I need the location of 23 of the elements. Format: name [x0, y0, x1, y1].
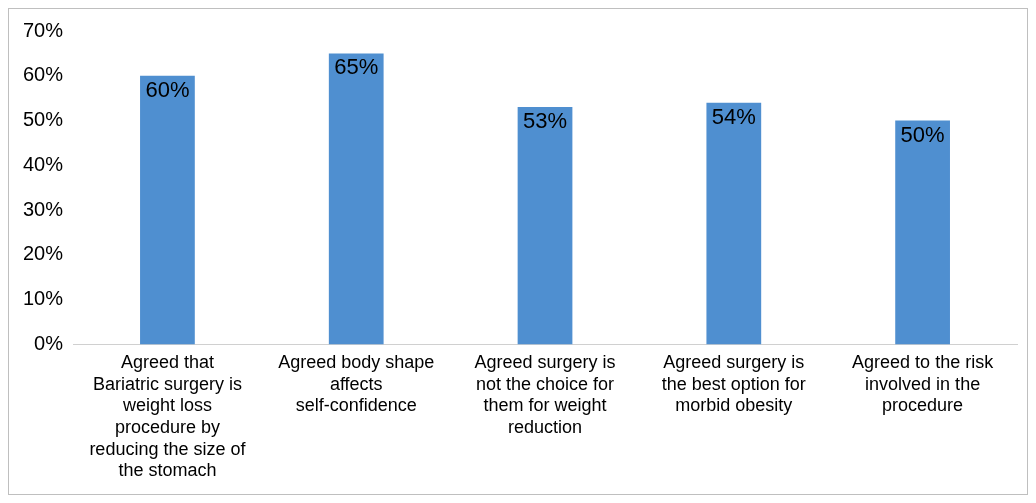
data-label: 60%	[145, 76, 190, 102]
y-tick-label: 60%	[23, 63, 64, 86]
x-tick-label: Agreed to the risk involved in the procedure	[852, 352, 995, 416]
x-tick-label: Agreed body shape affects self-confidence	[278, 352, 435, 416]
bar	[328, 53, 384, 345]
y-tick-label: 30%	[23, 197, 64, 220]
data-label: 65%	[334, 54, 379, 80]
x-tick-label: Agreed surgery is not the choice for them for weight reduction	[474, 352, 616, 437]
y-tick-label: 50%	[23, 108, 64, 131]
y-tick-label: 20%	[23, 242, 64, 265]
data-label: 54%	[711, 103, 756, 129]
bar	[140, 75, 195, 345]
x-tick-label: Agreed that Bariatric surgery is weight loss procedure by reducing the size of the stomach	[89, 352, 247, 481]
bar	[706, 102, 762, 345]
data-label: 53%	[522, 108, 568, 134]
data-label: 50%	[900, 121, 945, 147]
y-tick-label: 70%	[23, 18, 64, 41]
y-tick-label: 10%	[23, 287, 64, 310]
y-tick-label: 0%	[34, 331, 64, 354]
bar	[517, 107, 573, 345]
x-tick-label: Agreed surgery is the best option for morbid obesity	[661, 352, 806, 416]
bar	[895, 120, 950, 345]
y-tick-label: 40%	[23, 152, 64, 175]
